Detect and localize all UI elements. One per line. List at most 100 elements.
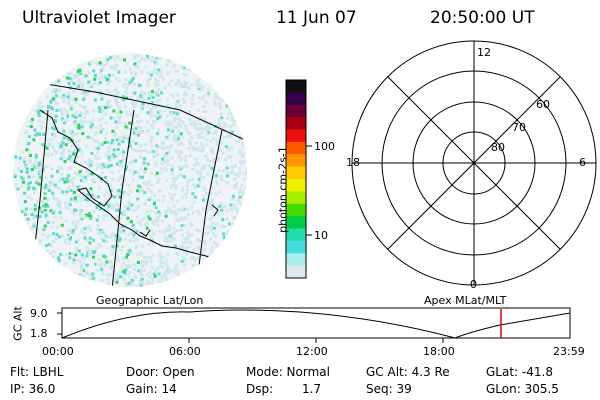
- uv-dot: [34, 155, 38, 159]
- uv-dot: [126, 83, 130, 87]
- uv-dot: [183, 83, 187, 87]
- uv-dot: [83, 175, 87, 179]
- uv-dot: [99, 163, 103, 167]
- uv-dot: [122, 192, 126, 196]
- colorbar-stripe: [286, 253, 306, 267]
- uv-dot: [100, 236, 104, 240]
- uv-dot: [136, 65, 140, 69]
- uv-dot: [82, 257, 86, 261]
- uv-dot: [132, 172, 135, 176]
- uv-dot: [175, 211, 179, 215]
- uv-dot: [139, 270, 143, 274]
- uv-dot: [148, 239, 152, 243]
- uv-dot: [143, 191, 147, 195]
- uv-dot: [244, 186, 247, 190]
- uv-dot: [69, 189, 73, 193]
- uv-dot: [119, 248, 123, 252]
- uv-dot: [229, 155, 233, 159]
- uv-dot: [197, 118, 201, 121]
- uv-dot: [92, 210, 96, 213]
- uv-dot: [156, 180, 159, 184]
- uv-dot: [114, 87, 118, 91]
- uv-dot: [153, 161, 157, 165]
- uv-dot: [57, 166, 61, 170]
- uv-dot: [222, 235, 226, 239]
- uv-dot: [134, 142, 138, 145]
- uv-dot: [67, 149, 71, 153]
- uv-dot: [225, 166, 229, 170]
- uv-dot: [132, 208, 136, 212]
- uv-dot: [122, 150, 126, 154]
- uv-dot: [92, 251, 96, 255]
- uv-dot: [76, 144, 80, 148]
- uv-dot: [182, 241, 186, 245]
- uv-dot: [230, 145, 234, 149]
- uv-dot: [224, 123, 228, 127]
- uv-dot: [202, 175, 206, 179]
- uv-dot: [74, 200, 78, 204]
- uv-dot: [125, 86, 129, 90]
- uv-dot: [98, 89, 102, 93]
- uv-dot: [103, 136, 107, 140]
- uv-dot: [242, 191, 246, 195]
- uv-dot: [211, 231, 215, 235]
- uv-dot: [44, 202, 48, 206]
- mlt-label-right: 6: [579, 156, 586, 169]
- uv-dot: [177, 217, 181, 221]
- uv-dot: [147, 58, 151, 62]
- uv-dot: [218, 190, 222, 194]
- uv-dot: [160, 167, 164, 171]
- uv-dot: [176, 122, 180, 126]
- uv-dot: [238, 149, 242, 152]
- uv-dot: [17, 167, 21, 170]
- uv-dot: [154, 206, 158, 210]
- uv-dot: [132, 240, 136, 244]
- uv-dot: [42, 228, 46, 232]
- altitude-ylabel: GC Alt: [11, 306, 25, 341]
- uv-dot: [132, 235, 135, 239]
- uv-dot: [137, 269, 141, 273]
- uv-dot: [137, 261, 140, 264]
- uv-dot: [197, 78, 201, 82]
- uv-dot: [45, 146, 49, 150]
- uv-dot: [144, 262, 148, 266]
- uv-dot: [173, 210, 177, 214]
- uv-dot: [103, 78, 107, 82]
- uv-dot: [128, 81, 132, 85]
- uv-dot: [74, 140, 78, 143]
- uv-dot: [75, 246, 79, 250]
- uv-dot: [68, 155, 72, 159]
- uv-dot: [98, 118, 102, 122]
- uv-dot: [195, 161, 199, 165]
- uv-dot: [225, 217, 229, 221]
- uv-dot: [139, 167, 143, 171]
- uv-dot: [136, 120, 140, 124]
- uv-dot: [152, 272, 156, 276]
- uv-dot: [167, 268, 171, 271]
- uv-dot: [164, 168, 168, 172]
- date-label: 11 Jun 07: [276, 8, 357, 28]
- uv-dot: [74, 253, 78, 257]
- uv-dot: [136, 96, 140, 100]
- uv-dot: [124, 157, 128, 161]
- uv-dot: [157, 210, 161, 214]
- uv-dot: [153, 199, 156, 203]
- uv-dot: [199, 149, 203, 153]
- uv-dot: [234, 140, 238, 144]
- uv-dot: [30, 226, 34, 230]
- uv-dot: [78, 173, 82, 177]
- uv-dot: [193, 120, 196, 124]
- uv-dot: [104, 106, 108, 110]
- uv-dot: [52, 196, 56, 200]
- mlt-label-left: 18: [346, 156, 360, 169]
- uv-dot: [127, 274, 131, 278]
- uv-dot: [200, 131, 204, 135]
- uv-dot: [159, 75, 163, 79]
- uv-dot: [97, 83, 100, 86]
- uv-dot: [181, 135, 185, 139]
- uv-dot: [156, 266, 160, 270]
- uv-dot: [195, 79, 199, 83]
- uv-dot: [80, 253, 84, 257]
- uv-dot: [129, 112, 133, 116]
- uv-dot: [139, 284, 143, 287]
